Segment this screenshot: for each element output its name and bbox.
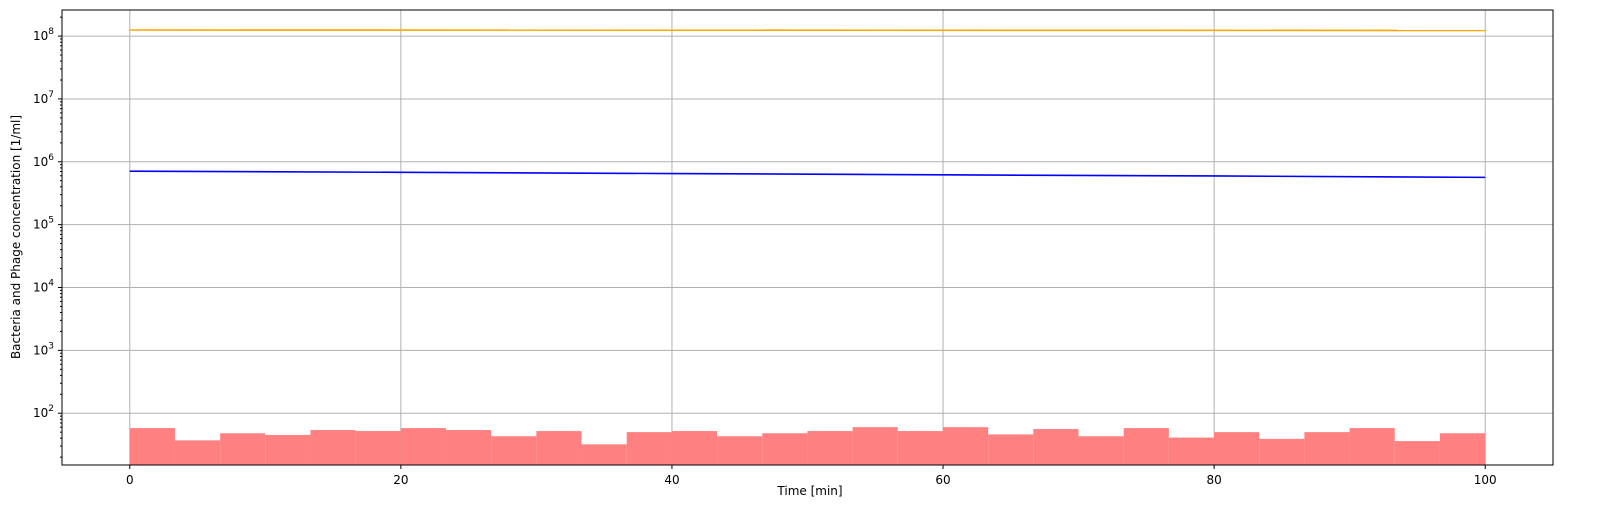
y-axis-label: Bacteria and Phage concentration [1/ml] [9,115,23,359]
histogram-bar [446,430,492,465]
y-tick-label: 104 [33,279,54,295]
histogram-bar [717,436,763,465]
histogram-bar [1304,432,1350,465]
histogram-bar [1123,428,1169,465]
series-line [129,170,1486,179]
histogram-bar [988,434,1034,465]
grid [62,10,1553,465]
y-tick-label: 105 [33,216,54,232]
x-axis-ticks: 0 20 40 60 80 100 [126,465,1497,487]
series-lines [129,29,1486,179]
histogram-bar [400,428,447,465]
histogram-bar [1168,437,1215,465]
histogram-bar [1033,429,1079,465]
histogram-bar [1349,428,1395,465]
y-tick-label: 108 [33,27,54,43]
histogram-bar [536,431,582,465]
x-tick-label: 80 [1206,473,1221,487]
histogram-bar [129,428,175,465]
histogram-bar [1259,438,1305,465]
histogram-bar [897,431,943,465]
histogram-bar [852,427,898,465]
y-axis-ticks: 102 103 104 105 106 107 108 [33,16,62,458]
histogram-bar [762,433,808,465]
histogram-bar [491,436,537,465]
x-tick-label: 20 [393,473,408,487]
histogram-bar [310,430,356,465]
y-tick-label: 102 [33,404,54,420]
y-tick-label: 103 [33,341,54,357]
histogram-bar [942,427,989,465]
histogram-bar [1394,441,1440,465]
histogram-bar [1078,436,1124,465]
x-tick-label: 100 [1474,473,1497,487]
histogram-bar [1214,432,1260,465]
y-tick-label: 106 [33,153,54,169]
histogram-bar [807,431,853,465]
histogram-bar [671,431,718,465]
x-axis-label: Time [min] [776,484,842,498]
y-tick-label: 107 [33,90,54,106]
x-tick-label: 60 [935,473,950,487]
histogram-bar [220,433,266,465]
plot-frame [61,9,1554,466]
histogram-bar [265,435,311,465]
histogram-bar [626,432,672,465]
x-tick-label: 40 [664,473,679,487]
histogram-bars [129,427,1486,465]
histogram-bar [1439,433,1486,465]
histogram-bar [355,431,401,465]
histogram-bar [581,444,627,465]
x-tick-label: 0 [126,473,134,487]
histogram-bar [174,440,221,465]
